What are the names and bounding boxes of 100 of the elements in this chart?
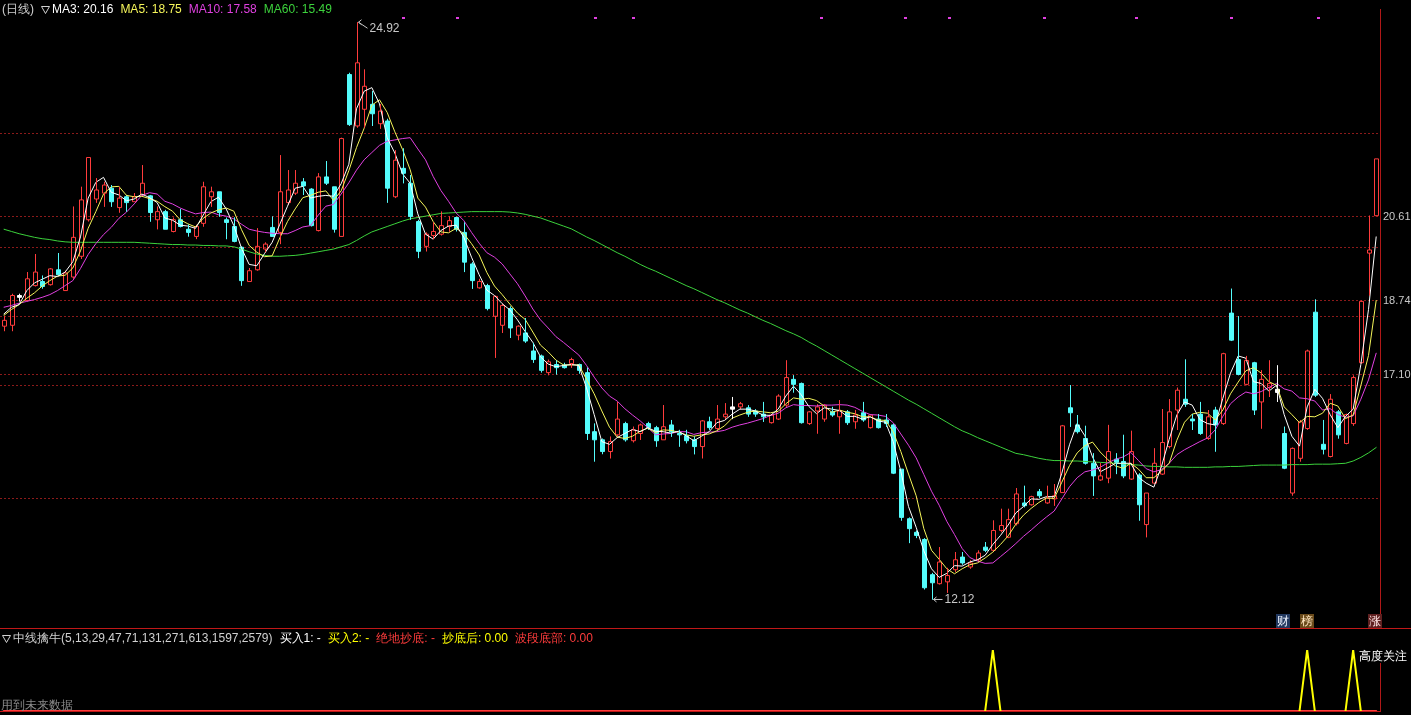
text: 波段底部: 0.00 xyxy=(514,631,593,646)
text: MA3: 20.16 xyxy=(52,2,114,17)
text: MA5: 18.75 xyxy=(120,2,182,17)
candlestick xyxy=(247,267,252,283)
candlestick xyxy=(378,103,383,130)
candlestick xyxy=(102,181,107,208)
text: 抄底后: 0.00 xyxy=(441,631,508,646)
candlestick xyxy=(1221,352,1226,426)
candlestick xyxy=(155,206,160,230)
candlestick xyxy=(1152,447,1157,485)
candlestick xyxy=(516,324,521,341)
annotation: 涨 xyxy=(1368,614,1382,628)
annotation: 24.92 xyxy=(369,20,400,35)
candlestick xyxy=(201,181,206,228)
candlestick xyxy=(523,317,528,344)
chart-title: 中线擒牛(5,13,29,47,71,131,271,613,1597,2579) xyxy=(13,631,273,646)
candlestick xyxy=(853,409,858,430)
candlestick xyxy=(1298,419,1303,462)
candlestick xyxy=(615,401,620,438)
candlestick xyxy=(791,374,796,393)
candlestick xyxy=(554,359,559,375)
candlestick xyxy=(830,406,835,418)
candlestick xyxy=(393,149,398,199)
annotation: 财 xyxy=(1276,614,1290,628)
candlestick xyxy=(1022,485,1027,508)
candlestick xyxy=(1167,398,1172,449)
candlestick xyxy=(715,404,720,431)
candlestick xyxy=(301,177,306,196)
candlestick xyxy=(631,426,636,444)
candlestick xyxy=(370,90,375,127)
candlestick xyxy=(48,267,53,287)
candlestick xyxy=(79,186,84,260)
candlestick xyxy=(1259,369,1264,430)
candlestick xyxy=(1206,409,1211,441)
candlestick xyxy=(1305,349,1310,431)
candlestick xyxy=(531,342,536,364)
candlestick xyxy=(953,551,958,573)
candlestick xyxy=(769,413,774,425)
candlestick xyxy=(355,21,360,129)
candlestick xyxy=(1029,495,1034,507)
y-tick-label: 20.61 xyxy=(1383,209,1411,222)
annotation: 用到未来数据 xyxy=(1,698,73,712)
candlestick xyxy=(1344,413,1349,445)
candlestick xyxy=(477,278,482,290)
candlestick xyxy=(692,436,697,455)
candlestick xyxy=(316,172,321,232)
candlestick xyxy=(408,174,413,221)
candlestick xyxy=(608,436,613,459)
annotation: 高度关注 xyxy=(1358,649,1408,663)
candlestick xyxy=(132,192,137,203)
text: MA10: 17.58 xyxy=(188,2,257,17)
candlestick xyxy=(723,402,728,420)
candlestick xyxy=(546,359,551,376)
candlestick xyxy=(738,401,743,410)
candlestick xyxy=(1321,419,1326,455)
candlestick xyxy=(56,252,61,277)
candlestick xyxy=(362,69,367,129)
candlestick xyxy=(416,219,421,259)
candlestick xyxy=(815,403,820,435)
candlestick xyxy=(1328,393,1333,458)
legend-label: 买入1: - xyxy=(279,631,321,646)
candlestick xyxy=(263,241,268,253)
candlestick xyxy=(493,295,498,359)
candlestick xyxy=(569,357,574,369)
candlestick xyxy=(1236,315,1241,376)
candlestick xyxy=(324,160,329,186)
annotation: 12.12 xyxy=(944,591,975,606)
candlestick xyxy=(1068,384,1073,428)
text: MA60: 15.49 xyxy=(263,2,332,17)
candlestick xyxy=(776,393,781,421)
candlestick xyxy=(592,423,597,462)
candlestick xyxy=(278,154,283,245)
candlestick xyxy=(485,283,490,311)
candlestick xyxy=(194,224,199,240)
candlestick xyxy=(347,72,352,127)
candlestick xyxy=(1267,359,1272,398)
candlestick xyxy=(339,137,344,237)
candlestick xyxy=(385,118,390,204)
candlestick xyxy=(209,186,214,208)
annotation: 榜 xyxy=(1300,614,1314,628)
candlestick xyxy=(837,399,842,435)
legend-label: 买入2: - xyxy=(327,631,370,646)
candlestick xyxy=(424,231,429,252)
candlestick xyxy=(255,227,260,272)
candlestick xyxy=(945,567,950,594)
candlestick xyxy=(2,315,7,332)
candlestick xyxy=(500,303,505,334)
candlestick xyxy=(1144,492,1149,538)
candlestick xyxy=(822,403,827,423)
candlestick xyxy=(401,148,406,184)
candlestick xyxy=(1275,364,1280,403)
candlestick xyxy=(1359,299,1364,365)
candlestick xyxy=(1060,424,1065,494)
y-tick-label: 17.10 xyxy=(1383,367,1411,380)
candlestick xyxy=(71,206,76,280)
candlestick xyxy=(1190,413,1195,431)
candlestick xyxy=(922,537,927,591)
legend-label: 绝地抄底: - xyxy=(376,631,435,646)
candlestick xyxy=(1106,424,1111,484)
candlestick xyxy=(94,177,99,204)
